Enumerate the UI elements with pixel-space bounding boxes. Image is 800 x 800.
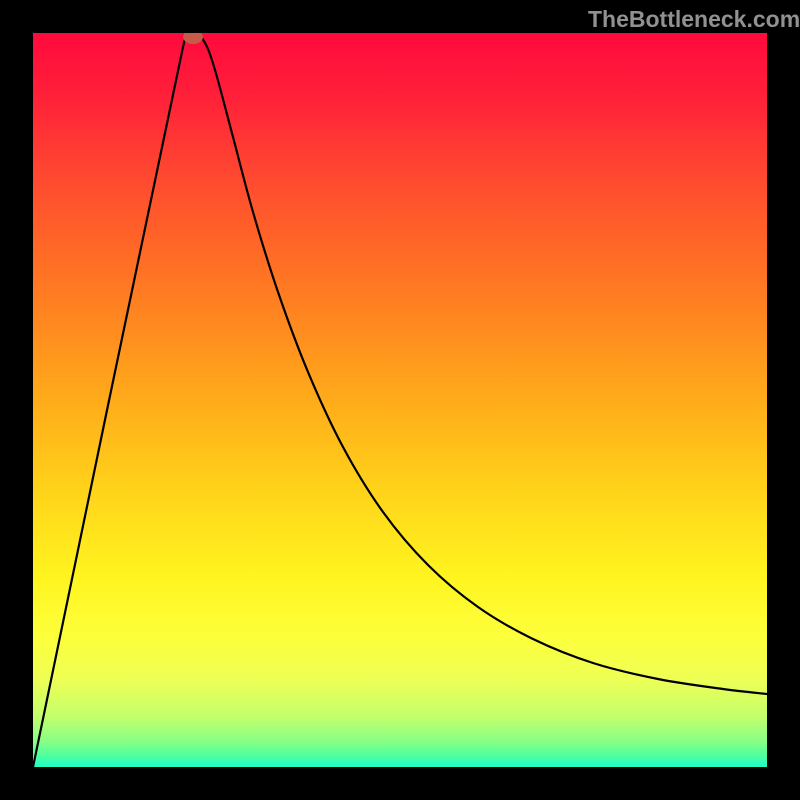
watermark-text: TheBottleneck.com: [588, 6, 800, 33]
plot-area: [33, 33, 767, 767]
bottleneck-curve: [33, 33, 767, 767]
curve-layer: [33, 33, 767, 767]
